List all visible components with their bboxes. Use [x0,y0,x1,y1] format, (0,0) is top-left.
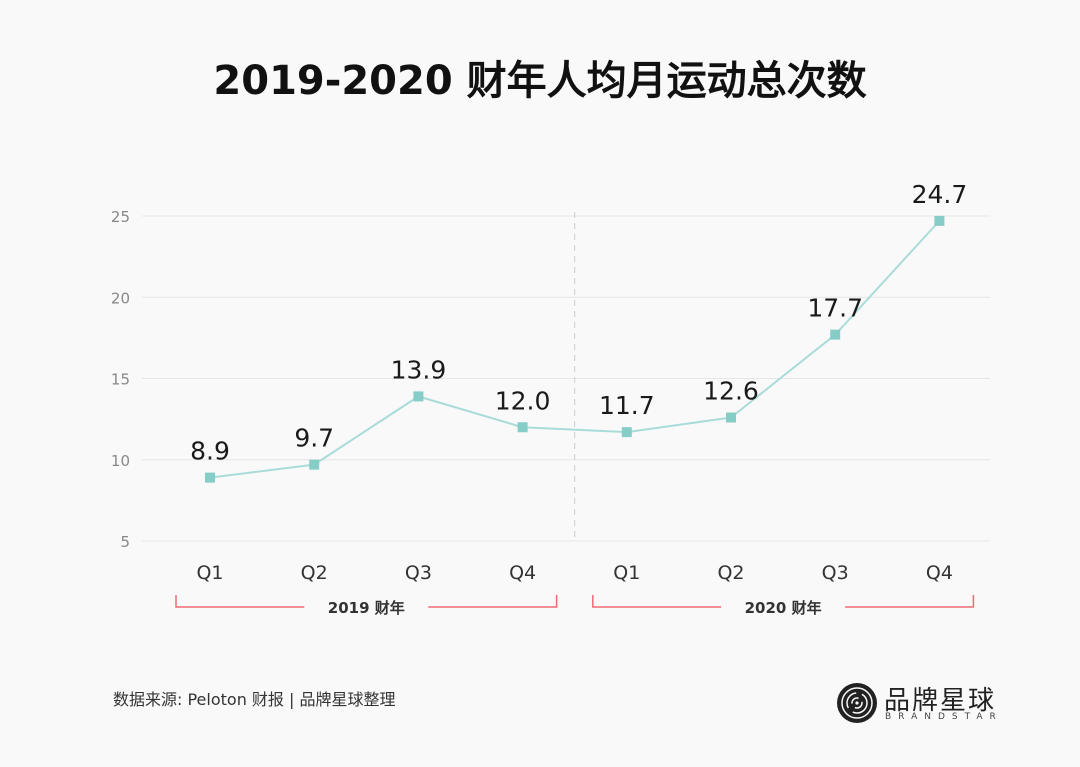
brandstar-planet-icon [837,683,877,723]
data-label: 12.6 [703,377,759,406]
x-tick-label: Q3 [822,562,849,584]
data-point-marker [517,422,528,433]
data-point-marker [621,427,632,438]
group-label: 2019 财年 [328,599,405,617]
data-label: 17.7 [807,294,863,323]
y-tick-label: 10 [111,452,130,470]
data-label: 8.9 [190,437,230,466]
grid-lines [142,215,990,542]
group-label: 2020 财年 [745,599,822,617]
data-point-marker [830,329,841,340]
data-label: 9.7 [294,424,334,453]
x-tick-label: Q2 [301,562,328,584]
series-line [209,220,941,479]
y-tick-label: 5 [120,533,130,551]
x-axis-ticks: Q1 Q2 Q3 Q4 Q1 Q2 Q3 Q4 [196,562,952,584]
data-label: 11.7 [599,391,655,420]
y-tick-label: 25 [111,208,130,226]
brandstar-logo: 品牌星球 BRANDSTAR [836,680,1006,726]
data-point-marker [309,459,320,470]
source-note: 数据来源: Peloton 财报 | 品牌星球整理 [113,690,396,709]
series-polyline [209,220,941,479]
series-markers [205,215,945,483]
data-label: 24.7 [912,180,968,209]
x-tick-label: Q1 [613,562,640,584]
x-tick-label: Q4 [926,562,953,584]
y-tick-label: 15 [111,371,130,389]
chart-title: 2019-2020 财年人均月运动总次数 [213,58,867,104]
x-tick-label: Q2 [717,562,744,584]
x-tick-label: Q4 [509,562,536,584]
data-label: 13.9 [391,355,447,384]
y-tick-label: 20 [111,289,130,307]
group-bracket-left [592,595,722,608]
data-point-marker [205,472,215,483]
data-point-marker [726,412,736,423]
y-axis-ticks: 5 10 15 20 25 [111,208,130,551]
data-label: 12.0 [495,386,551,415]
group-bracket-left [175,595,305,608]
x-tick-label: Q3 [405,562,432,584]
logo-subtext: BRANDSTAR [885,712,1003,722]
data-point-marker [934,215,945,226]
logo-text: 品牌星球 [884,686,997,716]
x-tick-label: Q1 [196,562,223,584]
group-brackets: 2019 财年 2020 财年 [175,595,975,617]
group-bracket-right [428,595,558,608]
data-point-marker [413,391,424,402]
group-bracket-right [845,595,975,608]
data-labels: 8.9 9.7 13.9 12.0 11.7 12.6 17.7 24.7 [190,180,967,466]
